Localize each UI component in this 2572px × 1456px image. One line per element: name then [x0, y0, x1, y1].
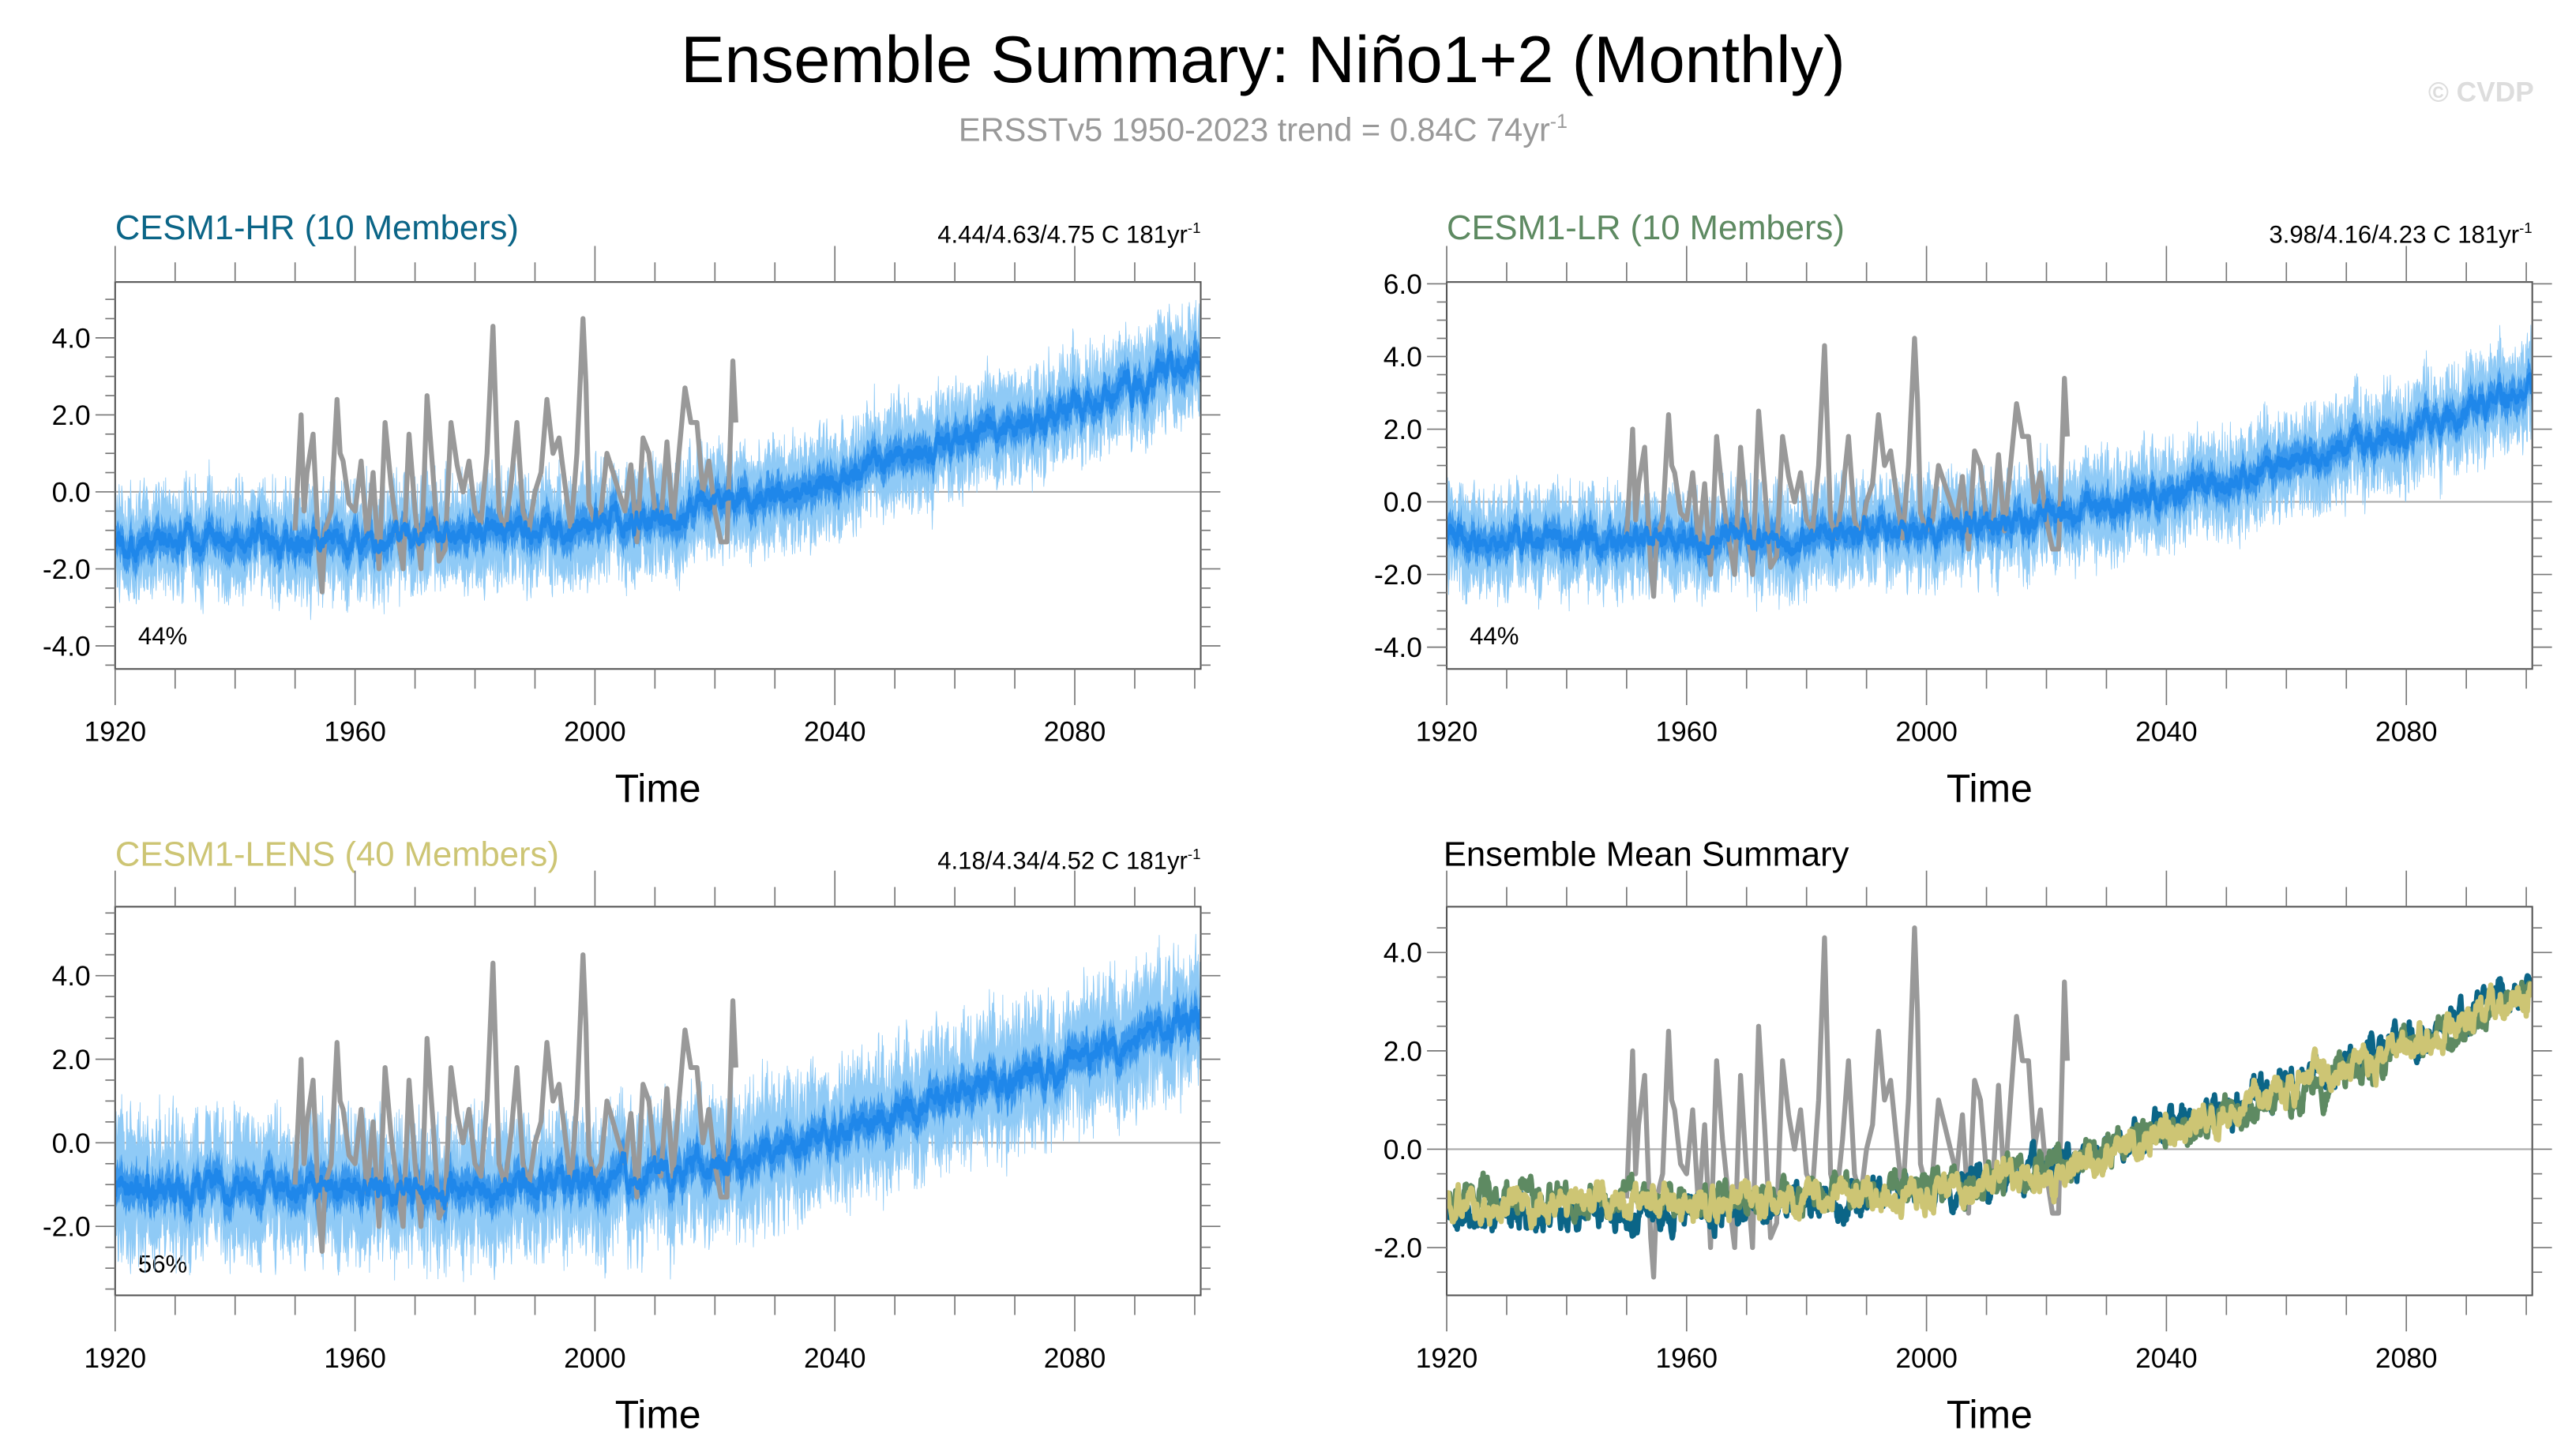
panel-cesm1-lens: CESM1-LENS (40 Members) 4.18/4.34/4.52 C… [43, 835, 1221, 1437]
ensemble-mean-line-lens [1447, 981, 2533, 1231]
x-tick-label: 2080 [2375, 1343, 2438, 1374]
y-tick-label: 6.0 [1384, 269, 1422, 300]
x-tick-label: 2080 [1044, 1343, 1106, 1374]
x-tick-label: 1960 [324, 717, 386, 748]
x-tick-label: 2000 [1895, 1343, 1958, 1374]
y-tick-label: 0.0 [1384, 1135, 1422, 1165]
x-tick-label: 1920 [1416, 1343, 1478, 1374]
y-tick-label: 0.0 [1384, 487, 1422, 518]
x-axis-label: Time [1947, 766, 2033, 810]
figure-title: Ensemble Summary: Niño1+2 (Monthly) [681, 23, 1845, 96]
figure-subtitle: ERSSTv5 1950-2023 trend = 0.84C 74yr-1 [959, 111, 1568, 148]
y-tick-label: 0.0 [52, 1128, 91, 1159]
ensemble-member-spread [1447, 325, 2533, 612]
y-tick-label: -4.0 [1374, 632, 1422, 663]
y-tick-label: 0.0 [52, 477, 91, 508]
x-tick-label: 2040 [804, 1343, 866, 1374]
y-tick-label: -2.0 [1374, 1233, 1422, 1264]
percent-annotation: 44% [138, 622, 187, 650]
y-tick-label: 2.0 [1384, 1036, 1422, 1067]
panel-cesm1-lr: CESM1-LR (10 Members) 3.98/4.16/4.23 C 1… [1374, 209, 2552, 810]
trend-exponent: -1 [1188, 220, 1201, 236]
x-tick-label: 1960 [324, 1343, 386, 1374]
y-tick-label: -4.0 [43, 631, 91, 662]
plot-frame [114, 281, 1202, 670]
ensemble-mean-line [1447, 372, 2533, 559]
plot-area [1447, 925, 2533, 1280]
subtitle-exponent: -1 [1550, 111, 1568, 133]
trend-exponent: -1 [1188, 846, 1201, 862]
x-axis-label: Time [1947, 1393, 2033, 1437]
percent-annotation: 56% [138, 1250, 187, 1278]
subtitle-text: ERSSTv5 1950-2023 trend = 0.84C 74yr [959, 111, 1550, 148]
percent-annotation: 44% [1470, 622, 1519, 650]
plot-frame [1445, 906, 2533, 1297]
y-tick-label: 4.0 [1384, 938, 1422, 969]
y-tick-label: 4.0 [52, 323, 91, 354]
ensemble-member-core [1447, 358, 2533, 575]
panel-title: CESM1-LENS (40 Members) [115, 835, 559, 873]
x-tick-label: 1920 [84, 717, 147, 748]
x-tick-label: 1960 [1656, 717, 1718, 748]
y-tick-label: 4.0 [1384, 342, 1422, 373]
x-tick-label: 1960 [1656, 1343, 1718, 1374]
trend-exponent: -1 [2519, 220, 2533, 236]
panel-trend-text: 4.18/4.34/4.52 C 181yr-1 [937, 846, 1200, 874]
x-tick-label: 2000 [564, 717, 626, 748]
trend-value: 4.44/4.63/4.75 C 181yr [937, 220, 1188, 248]
panel-title: CESM1-LR (10 Members) [1447, 209, 1845, 247]
panel-ensemble-mean-summary: Ensemble Mean Summary Time 1920 1960 2000 2… [1374, 835, 2552, 1437]
x-axis-label: Time [615, 766, 701, 810]
y-tick-label: 2.0 [52, 400, 91, 431]
cvdp-watermark: © CVDP [2428, 77, 2534, 108]
x-tick-label: 2080 [2375, 717, 2438, 748]
x-tick-label: 2080 [1044, 717, 1106, 748]
x-tick-label: 1920 [1416, 717, 1478, 748]
observed-series-line [292, 952, 738, 1254]
x-tick-label: 2000 [564, 1343, 626, 1374]
plot-area [1447, 325, 2533, 612]
x-tick-label: 1920 [84, 1343, 147, 1374]
panel-title: Ensemble Mean Summary [1444, 835, 1849, 873]
ensemble-member-core [115, 985, 1200, 1235]
y-tick-label: 2.0 [1384, 415, 1422, 445]
x-tick-label: 2000 [1895, 717, 1958, 748]
observed-series-line [1624, 925, 2071, 1280]
y-tick-label: -2.0 [1374, 560, 1422, 591]
ensemble-mean-line [115, 1004, 1201, 1212]
x-tick-label: 2040 [2135, 1343, 2198, 1374]
trend-value: 3.98/4.16/4.23 C 181yr [2269, 220, 2519, 248]
plot-area [115, 300, 1201, 621]
panel-trend-text: 3.98/4.16/4.23 C 181yr-1 [2269, 220, 2532, 248]
x-axis-label: Time [615, 1393, 701, 1437]
y-tick-label: 4.0 [52, 961, 91, 992]
trend-value: 4.18/4.34/4.52 C 181yr [937, 847, 1188, 875]
plot-area [115, 933, 1201, 1282]
panel-cesm1-hr: CESM1-HR (10 Members) 4.44/4.63/4.75 C 1… [43, 209, 1221, 810]
y-tick-label: 2.0 [52, 1045, 91, 1075]
ensemble-member-spread [115, 300, 1201, 621]
y-tick-label: -2.0 [43, 554, 91, 585]
panel-trend-text: 4.44/4.63/4.75 C 181yr-1 [937, 220, 1200, 248]
ensemble-member-spread [115, 933, 1201, 1282]
ensemble-mean-line [115, 350, 1201, 563]
plot-frame [1445, 281, 2533, 670]
y-tick-label: -2.0 [43, 1212, 91, 1243]
x-tick-label: 2040 [2135, 717, 2198, 748]
panel-title: CESM1-HR (10 Members) [115, 209, 519, 247]
ensemble-member-core [115, 330, 1200, 582]
x-tick-label: 2040 [804, 717, 866, 748]
